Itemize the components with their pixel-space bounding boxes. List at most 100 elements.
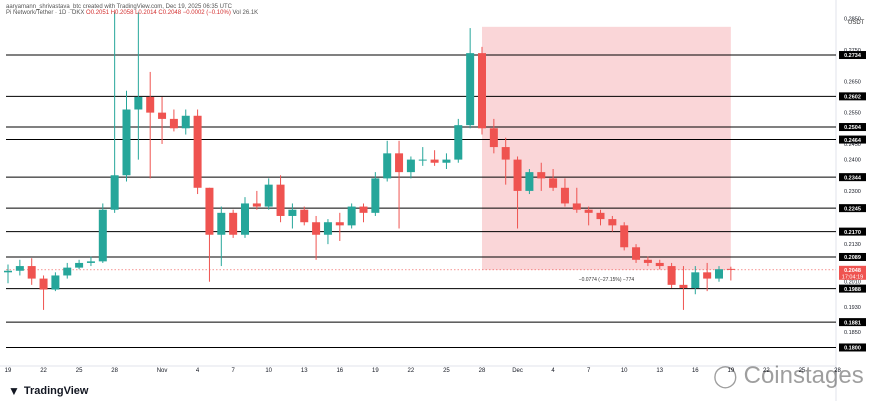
candle: [489, 118, 498, 154]
candle-body: [501, 147, 510, 160]
tradingview-logo[interactable]: ▼ TradingView: [8, 384, 88, 398]
candle-body: [300, 209, 309, 223]
candle: [632, 244, 641, 263]
candlestick-series: [4, 12, 735, 310]
candle-body: [655, 262, 664, 267]
candle-body: [122, 109, 131, 176]
candle-body: [181, 115, 190, 129]
candle-body: [347, 206, 356, 226]
level-price-label: 0.2170: [844, 230, 861, 236]
candle-body: [134, 96, 143, 110]
level-price-tag: [839, 92, 866, 101]
candle-body: [395, 153, 404, 173]
candle: [217, 206, 226, 267]
candle: [430, 150, 439, 166]
candle: [252, 190, 261, 210]
candle: [193, 109, 202, 195]
candle: [300, 206, 309, 226]
candle: [264, 178, 273, 210]
candle: [276, 175, 285, 223]
candle-body: [276, 184, 285, 216]
candle: [158, 96, 167, 144]
date-tick-label: 13: [656, 368, 663, 374]
candle-body: [158, 112, 167, 119]
candle-body: [169, 118, 178, 129]
candle-body: [691, 272, 700, 288]
price-tick-label: 0.2130: [844, 242, 861, 248]
drop-measure-zone: [482, 26, 731, 270]
candle-body: [442, 159, 451, 163]
price-tick-label: 0.2650: [844, 79, 861, 85]
candle: [549, 168, 558, 191]
candle: [110, 12, 119, 213]
date-tick-label: 7: [587, 368, 591, 374]
date-tick-label: 25: [799, 368, 806, 374]
candle: [395, 140, 404, 229]
price-tick-label: 0.2300: [844, 189, 861, 195]
date-tick-label: 19: [728, 368, 735, 374]
candle-body: [27, 266, 36, 279]
candle-body: [466, 53, 475, 126]
level-price-tag: [839, 284, 866, 293]
date-tick-label: 22: [40, 368, 47, 374]
candle-body: [596, 212, 605, 220]
candle-body: [726, 268, 735, 270]
candle: [406, 156, 415, 179]
candle: [726, 266, 735, 281]
level-price-label: 0.1800: [844, 346, 861, 352]
date-tick-label: 28: [479, 368, 486, 374]
candle: [27, 258, 36, 285]
candle: [715, 266, 723, 282]
candle: [371, 172, 380, 216]
candle: [608, 215, 617, 232]
level-price-label: 0.1881: [844, 320, 861, 326]
level-price-tag: [839, 343, 866, 352]
candle-body: [679, 284, 688, 288]
candle-body: [229, 212, 238, 235]
candle: [86, 256, 95, 267]
candle: [288, 203, 297, 229]
candle: [454, 118, 463, 163]
candle: [572, 187, 581, 213]
current-price-tag: [839, 265, 866, 280]
date-tick-label: 4: [196, 368, 200, 374]
price-tick-label: 0.2450: [844, 142, 861, 148]
level-price-tag: [839, 318, 866, 327]
candle: [596, 209, 605, 226]
tradingview-logo-icon: ▼: [8, 384, 20, 398]
level-price-label: 0.2344: [844, 175, 862, 181]
candle-body: [371, 178, 380, 213]
level-price-label: 0.2504: [844, 125, 862, 131]
level-price-label: 0.2734: [844, 53, 862, 59]
date-tick-label: 19: [372, 368, 379, 374]
countdown-label: 17:04:19: [842, 274, 863, 280]
candle-body: [478, 53, 486, 129]
level-price-tag: [839, 51, 866, 60]
price-tick-label: 0.2750: [844, 48, 861, 54]
date-tick-label: 25: [76, 368, 83, 374]
ohlc-values: O0.2051 H0.2058 L0.2014 C0.2048 −0.0002 …: [86, 10, 231, 16]
candle-body: [703, 272, 712, 279]
level-price-tag: [839, 227, 866, 236]
level-price-label: 0.2464: [844, 138, 862, 144]
level-price-tag: [839, 252, 866, 261]
candle: [181, 109, 190, 135]
candle-body: [335, 222, 344, 226]
candle-body: [86, 261, 95, 263]
candle: [359, 203, 368, 223]
candle-body: [715, 269, 723, 279]
candle-body: [15, 266, 24, 271]
candle: [442, 153, 451, 169]
candle-body: [98, 209, 107, 262]
candle-body: [4, 270, 12, 273]
candle: [691, 266, 700, 295]
watermark-text: Coinstages: [743, 362, 864, 389]
candle-body: [620, 225, 629, 248]
level-price-tag: [839, 173, 866, 182]
date-tick-label: 7: [231, 368, 235, 374]
date-tick-label: 10: [265, 368, 272, 374]
candle-body: [608, 219, 617, 226]
candle: [501, 137, 510, 185]
candle-body: [39, 278, 48, 290]
